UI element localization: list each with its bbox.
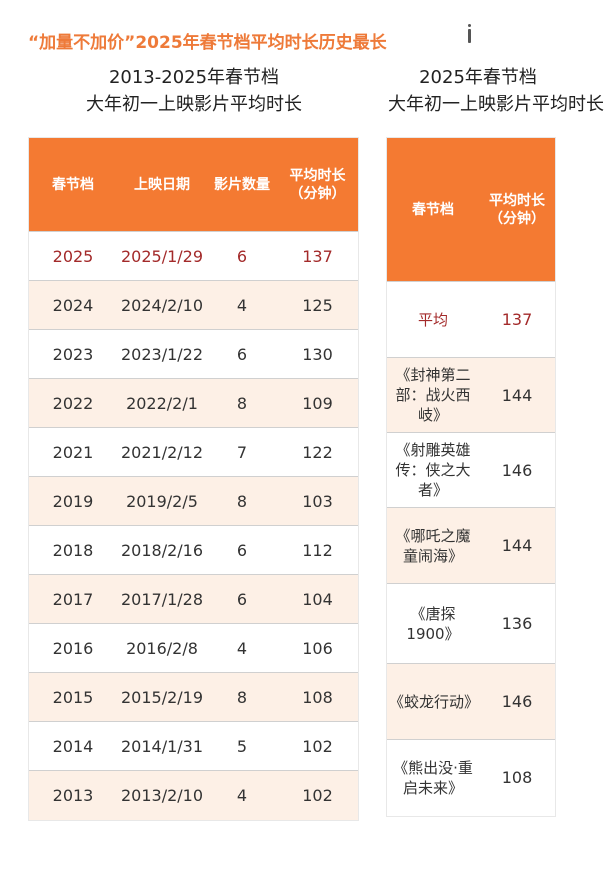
table-row: 2021 2021/2/12 7 122	[29, 427, 358, 477]
info-icon	[468, 24, 471, 43]
duration-cell: 137	[277, 231, 358, 281]
count-cell: 6	[207, 231, 277, 281]
date-cell: 2019/2/5	[117, 476, 207, 526]
date-cell: 2022/2/1	[117, 378, 207, 428]
date-cell: 2018/2/16	[117, 525, 207, 575]
year-cell: 2017	[29, 574, 117, 624]
table-row: 《封神第二部：战火西岐》 144	[387, 357, 555, 433]
film-cell: 《封神第二部：战火西岐》	[387, 357, 479, 433]
duration-cell: 144	[479, 357, 555, 433]
column-header: 影片数量	[207, 138, 277, 232]
year-cell: 2023	[29, 329, 117, 379]
table-row: 《哪吒之魔童闹海》 144	[387, 507, 555, 584]
film-cell: 《射雕英雄传：侠之大者》	[387, 432, 479, 508]
table-header-row: 春节档 上映日期 影片数量 平均时长（分钟）	[29, 138, 358, 232]
duration-cell: 130	[277, 329, 358, 379]
table-row: 2022 2022/2/1 8 109	[29, 378, 358, 428]
duration-cell: 106	[277, 623, 358, 673]
year-cell: 2021	[29, 427, 117, 477]
date-cell: 2023/1/22	[117, 329, 207, 379]
column-header: 春节档	[29, 138, 117, 232]
year-cell: 2022	[29, 378, 117, 428]
duration-cell: 108	[277, 672, 358, 722]
film-cell: 《唐探1900》	[387, 583, 479, 664]
film-cell: 《哪吒之魔童闹海》	[387, 507, 479, 584]
count-cell: 6	[207, 574, 277, 624]
table-row: 《蛟龙行动》 146	[387, 663, 555, 740]
duration-cell: 144	[479, 507, 555, 584]
count-cell: 4	[207, 280, 277, 330]
date-cell: 2017/1/28	[117, 574, 207, 624]
year-cell: 2015	[29, 672, 117, 722]
table-row: 2025 2025/1/29 6 137	[29, 231, 358, 281]
table-row: 2024 2024/2/10 4 125	[29, 280, 358, 330]
duration-cell: 104	[277, 574, 358, 624]
table-row: 2018 2018/2/16 6 112	[29, 525, 358, 575]
duration-cell: 136	[479, 583, 555, 664]
year-cell: 2019	[29, 476, 117, 526]
duration-cell: 108	[479, 739, 555, 816]
date-cell: 2024/2/10	[117, 280, 207, 330]
table-row: 2017 2017/1/28 6 104	[29, 574, 358, 624]
duration-cell: 146	[479, 432, 555, 508]
left-table-title: 2013-2025年春节档 大年初一上映影片平均时长	[32, 64, 356, 118]
column-header: 春节档	[387, 138, 479, 282]
date-cell: 2014/1/31	[117, 721, 207, 771]
duration-cell: 122	[277, 427, 358, 477]
date-cell: 2016/2/8	[117, 623, 207, 673]
left-title-line1: 2013-2025年春节档	[108, 67, 280, 88]
film-cell: 平均	[387, 281, 479, 358]
duration-cell: 102	[277, 770, 358, 820]
table-row: 2019 2019/2/5 8 103	[29, 476, 358, 526]
film-cell: 《熊出没·重启未来》	[387, 739, 479, 816]
duration-cell: 137	[479, 281, 555, 358]
year-cell: 2018	[29, 525, 117, 575]
table-row: 《唐探1900》 136	[387, 583, 555, 664]
count-cell: 5	[207, 721, 277, 771]
left-title-line2: 大年初一上映影片平均时长	[86, 94, 302, 115]
table-row: 平均 137	[387, 281, 555, 358]
duration-cell: 102	[277, 721, 358, 771]
count-cell: 4	[207, 770, 277, 820]
film-duration-table: 春节档 平均时长（分钟） 平均 137 《封神第二部：战火西岐》 144 《射雕英雄…	[387, 138, 555, 816]
table-row: 2016 2016/2/8 4 106	[29, 623, 358, 673]
duration-cell: 103	[277, 476, 358, 526]
count-cell: 8	[207, 672, 277, 722]
duration-cell: 112	[277, 525, 358, 575]
column-header: 上映日期	[117, 138, 207, 232]
year-cell: 2013	[29, 770, 117, 820]
year-cell: 2014	[29, 721, 117, 771]
count-cell: 8	[207, 476, 277, 526]
film-cell: 《蛟龙行动》	[387, 663, 479, 740]
date-cell: 2013/2/10	[117, 770, 207, 820]
table-row: 2014 2014/1/31 5 102	[29, 721, 358, 771]
right-table-title: 2025年春节档 大年初一上映影片平均时长	[388, 64, 604, 118]
table-row: 《射雕英雄传：侠之大者》 146	[387, 432, 555, 508]
table-header-row: 春节档 平均时长（分钟）	[387, 138, 555, 282]
duration-cell: 109	[277, 378, 358, 428]
date-cell: 2025/1/29	[117, 231, 207, 281]
count-cell: 7	[207, 427, 277, 477]
right-title-line1: 2025年春节档	[419, 67, 537, 88]
count-cell: 6	[207, 525, 277, 575]
date-cell: 2015/2/19	[117, 672, 207, 722]
table-row: 2023 2023/1/22 6 130	[29, 329, 358, 379]
year-cell: 2025	[29, 231, 117, 281]
duration-cell: 125	[277, 280, 358, 330]
count-cell: 4	[207, 623, 277, 673]
yearly-duration-table: 春节档 上映日期 影片数量 平均时长（分钟） 2025 2025/1/29 6 137…	[29, 138, 358, 820]
table-row: 2015 2015/2/19 8 108	[29, 672, 358, 722]
year-cell: 2016	[29, 623, 117, 673]
column-header: 平均时长（分钟）	[277, 138, 358, 232]
count-cell: 8	[207, 378, 277, 428]
headline: “加量不加价”2025年春节档平均时长历史最长	[28, 33, 387, 53]
table-row: 《熊出没·重启未来》 108	[387, 739, 555, 816]
duration-cell: 146	[479, 663, 555, 740]
right-title-line2: 大年初一上映影片平均时长	[388, 94, 604, 115]
column-header: 平均时长（分钟）	[479, 138, 555, 282]
count-cell: 6	[207, 329, 277, 379]
date-cell: 2021/2/12	[117, 427, 207, 477]
table-row: 2013 2013/2/10 4 102	[29, 770, 358, 820]
year-cell: 2024	[29, 280, 117, 330]
